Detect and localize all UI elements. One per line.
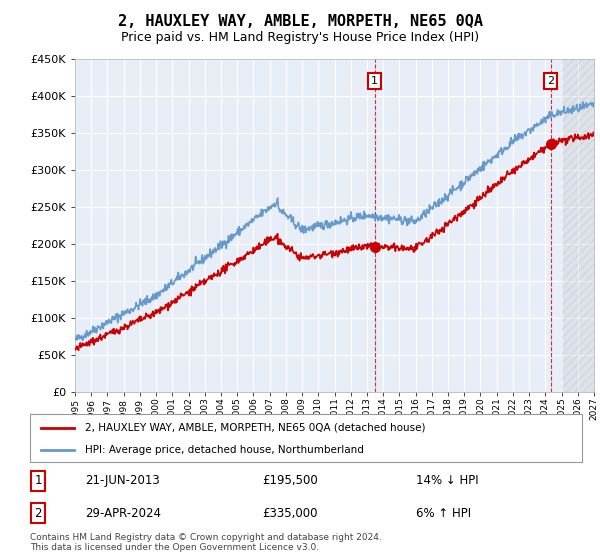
Text: Price paid vs. HM Land Registry's House Price Index (HPI): Price paid vs. HM Land Registry's House … xyxy=(121,31,479,44)
Text: 1: 1 xyxy=(371,76,378,86)
Text: £335,000: £335,000 xyxy=(262,507,317,520)
Text: 2, HAUXLEY WAY, AMBLE, MORPETH, NE65 0QA (detached house): 2, HAUXLEY WAY, AMBLE, MORPETH, NE65 0QA… xyxy=(85,423,426,433)
Text: 6% ↑ HPI: 6% ↑ HPI xyxy=(416,507,472,520)
Text: 2: 2 xyxy=(35,507,42,520)
Text: £195,500: £195,500 xyxy=(262,474,317,487)
Text: This data is licensed under the Open Government Licence v3.0.: This data is licensed under the Open Gov… xyxy=(30,543,319,552)
Text: HPI: Average price, detached house, Northumberland: HPI: Average price, detached house, Nort… xyxy=(85,445,364,455)
Text: 14% ↓ HPI: 14% ↓ HPI xyxy=(416,474,479,487)
Text: 1: 1 xyxy=(35,474,42,487)
Text: Contains HM Land Registry data © Crown copyright and database right 2024.: Contains HM Land Registry data © Crown c… xyxy=(30,533,382,542)
Text: 2, HAUXLEY WAY, AMBLE, MORPETH, NE65 0QA: 2, HAUXLEY WAY, AMBLE, MORPETH, NE65 0QA xyxy=(118,14,482,29)
Text: 29-APR-2024: 29-APR-2024 xyxy=(85,507,161,520)
Text: 2: 2 xyxy=(547,76,554,86)
Text: 21-JUN-2013: 21-JUN-2013 xyxy=(85,474,160,487)
